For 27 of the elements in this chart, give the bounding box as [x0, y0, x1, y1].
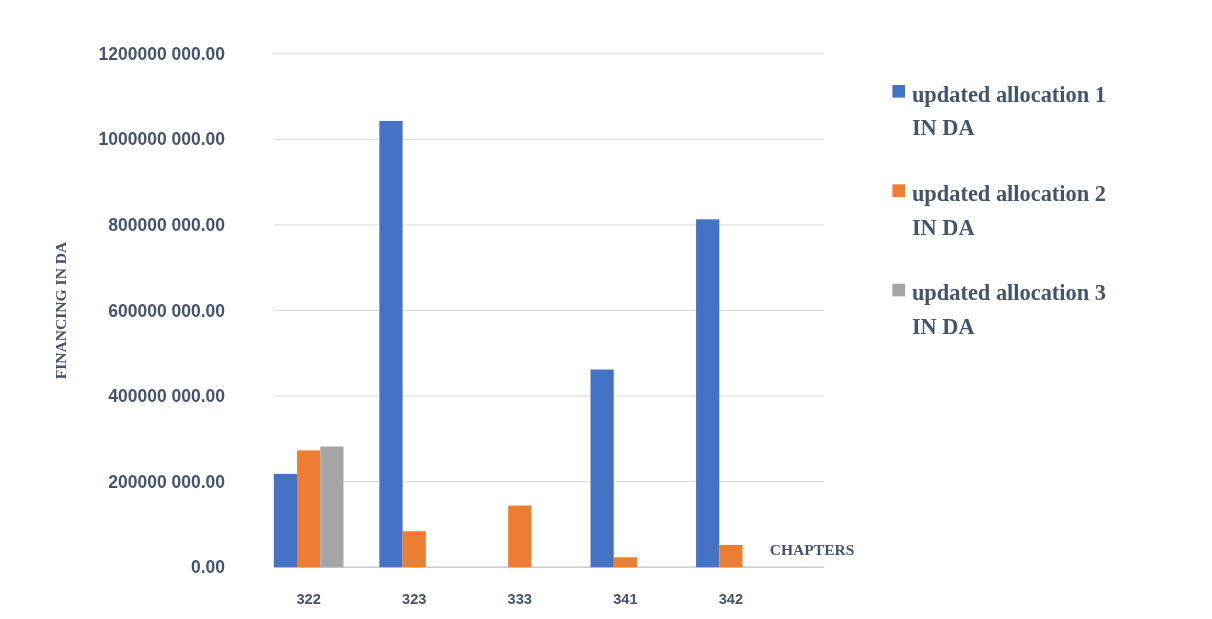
x-tick-label: 322 — [296, 591, 321, 608]
x-tick-label: 342 — [718, 591, 744, 608]
bar — [590, 369, 614, 568]
y-tick-label: 1000000 000.00 — [98, 129, 226, 150]
legend-label: updated allocation 1 IN DA — [911, 81, 1106, 141]
x-tick-label: 341 — [613, 591, 638, 608]
y-tick-label: 1200000 000.00 — [98, 43, 226, 64]
bar — [273, 473, 298, 568]
y-tick-label: 600000 000.00 — [108, 300, 226, 321]
legend-label: updated allocation 2 IN DA — [911, 180, 1106, 240]
bar — [613, 557, 637, 568]
legend-label: updated allocation 3 IN DA — [911, 280, 1106, 339]
y-axis-title: FINANCING IN DA — [52, 240, 70, 380]
bar — [719, 544, 743, 568]
y-tick-label: 0.00 — [191, 557, 226, 578]
bar — [696, 219, 720, 568]
x-tick-label: 333 — [507, 591, 532, 608]
x-axis-title: CHAPTERS — [769, 541, 855, 559]
y-tick-label: 800000 000.00 — [108, 215, 226, 236]
bar — [402, 531, 426, 568]
bar — [320, 446, 344, 568]
bar — [508, 505, 532, 568]
y-tick-label: 400000 000.00 — [108, 386, 226, 407]
bar — [297, 450, 321, 568]
bar — [379, 120, 403, 568]
x-tick-label: 323 — [402, 591, 427, 608]
y-tick-label: 200000 000.00 — [108, 471, 226, 492]
